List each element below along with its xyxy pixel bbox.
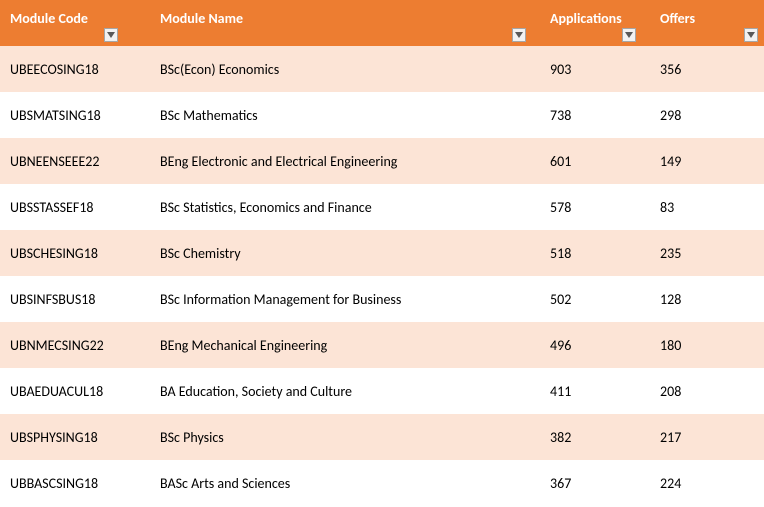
col-header-name: Module Name — [150, 0, 540, 46]
col-header-applications: Applications — [540, 0, 650, 46]
col-header-label: Applications — [550, 10, 622, 27]
cell-apps: 903 — [540, 46, 650, 92]
table-header-row: Module Code Module Name Applications Off… — [0, 0, 764, 46]
filter-dropdown-icon[interactable] — [744, 28, 758, 42]
col-header-label: Offers — [660, 10, 695, 27]
table-row: UBBASCSING18BASc Arts and Sciences367224 — [0, 460, 764, 506]
cell-name: BEng Mechanical Engineering — [150, 322, 540, 368]
cell-apps: 382 — [540, 414, 650, 460]
table-row: UBNMECSING22BEng Mechanical Engineering4… — [0, 322, 764, 368]
table-row: UBSCHESING18BSc Chemistry518235 — [0, 230, 764, 276]
cell-apps: 411 — [540, 368, 650, 414]
table-row: UBSINFSBUS18BSc Information Management f… — [0, 276, 764, 322]
table-row: UBEECOSING18BSc(Econ) Economics903356 — [0, 46, 764, 92]
table-row: UBSSTASSEF18BSc Statistics, Economics an… — [0, 184, 764, 230]
cell-offers: 83 — [650, 184, 764, 230]
filter-dropdown-icon[interactable] — [104, 28, 118, 42]
cell-name: BSc Chemistry — [150, 230, 540, 276]
cell-offers: 128 — [650, 276, 764, 322]
cell-name: BA Education, Society and Culture — [150, 368, 540, 414]
cell-name: BSc(Econ) Economics — [150, 46, 540, 92]
cell-apps: 601 — [540, 138, 650, 184]
table-row: UBNEENSEEE22BEng Electronic and Electric… — [0, 138, 764, 184]
cell-code: UBNEENSEEE22 — [0, 138, 150, 184]
cell-name: BSc Mathematics — [150, 92, 540, 138]
cell-offers: 208 — [650, 368, 764, 414]
cell-code: UBBASCSING18 — [0, 460, 150, 506]
table-row: UBSMATSING18BSc Mathematics738298 — [0, 92, 764, 138]
cell-name: BASc Arts and Sciences — [150, 460, 540, 506]
filter-dropdown-icon[interactable] — [622, 28, 636, 42]
cell-offers: 224 — [650, 460, 764, 506]
col-header-code: Module Code — [0, 0, 150, 46]
cell-offers: 217 — [650, 414, 764, 460]
cell-name: BSc Statistics, Economics and Finance — [150, 184, 540, 230]
cell-offers: 298 — [650, 92, 764, 138]
cell-code: UBSMATSING18 — [0, 92, 150, 138]
cell-offers: 180 — [650, 322, 764, 368]
cell-name: BSc Information Management for Business — [150, 276, 540, 322]
cell-offers: 235 — [650, 230, 764, 276]
cell-apps: 367 — [540, 460, 650, 506]
cell-name: BEng Electronic and Electrical Engineeri… — [150, 138, 540, 184]
cell-apps: 518 — [540, 230, 650, 276]
col-header-offers: Offers — [650, 0, 764, 46]
module-table: Module Code Module Name Applications Off… — [0, 0, 764, 506]
table-body: UBEECOSING18BSc(Econ) Economics903356UBS… — [0, 46, 764, 506]
cell-offers: 356 — [650, 46, 764, 92]
cell-code: UBSPHYSING18 — [0, 414, 150, 460]
cell-name: BSc Physics — [150, 414, 540, 460]
cell-apps: 578 — [540, 184, 650, 230]
cell-offers: 149 — [650, 138, 764, 184]
cell-code: UBEECOSING18 — [0, 46, 150, 92]
table-row: UBSPHYSING18BSc Physics382217 — [0, 414, 764, 460]
cell-apps: 738 — [540, 92, 650, 138]
col-header-label: Module Code — [10, 10, 88, 27]
filter-dropdown-icon[interactable] — [512, 28, 526, 42]
col-header-label: Module Name — [160, 10, 243, 27]
cell-code: UBSINFSBUS18 — [0, 276, 150, 322]
cell-code: UBAEDUACUL18 — [0, 368, 150, 414]
cell-apps: 502 — [540, 276, 650, 322]
table-row: UBAEDUACUL18BA Education, Society and Cu… — [0, 368, 764, 414]
cell-code: UBSSTASSEF18 — [0, 184, 150, 230]
cell-code: UBNMECSING22 — [0, 322, 150, 368]
cell-apps: 496 — [540, 322, 650, 368]
cell-code: UBSCHESING18 — [0, 230, 150, 276]
